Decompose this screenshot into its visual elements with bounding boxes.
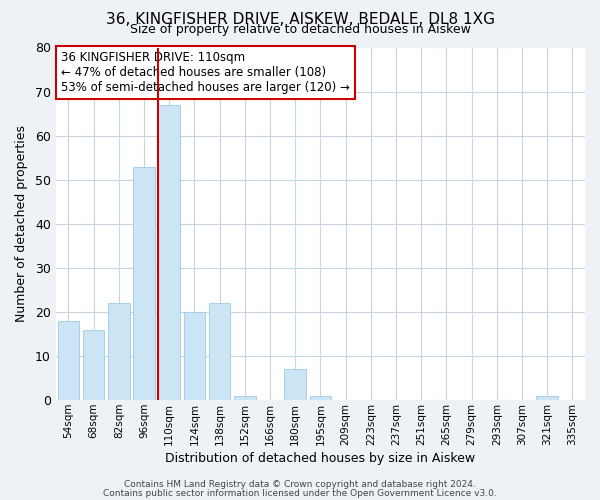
- Bar: [284, 370, 306, 400]
- Text: 36 KINGFISHER DRIVE: 110sqm
← 47% of detached houses are smaller (108)
53% of se: 36 KINGFISHER DRIVE: 110sqm ← 47% of det…: [61, 51, 350, 94]
- Bar: [158, 105, 180, 400]
- Text: Contains public sector information licensed under the Open Government Licence v3: Contains public sector information licen…: [103, 488, 497, 498]
- Bar: [133, 166, 155, 400]
- X-axis label: Distribution of detached houses by size in Aiskew: Distribution of detached houses by size …: [166, 452, 475, 465]
- Bar: [108, 303, 130, 400]
- Text: Size of property relative to detached houses in Aiskew: Size of property relative to detached ho…: [130, 22, 470, 36]
- Bar: [234, 396, 256, 400]
- Text: 36, KINGFISHER DRIVE, AISKEW, BEDALE, DL8 1XG: 36, KINGFISHER DRIVE, AISKEW, BEDALE, DL…: [106, 12, 494, 28]
- Y-axis label: Number of detached properties: Number of detached properties: [15, 126, 28, 322]
- Bar: [83, 330, 104, 400]
- Bar: [58, 321, 79, 400]
- Bar: [310, 396, 331, 400]
- Bar: [536, 396, 558, 400]
- Text: Contains HM Land Registry data © Crown copyright and database right 2024.: Contains HM Land Registry data © Crown c…: [124, 480, 476, 489]
- Bar: [209, 303, 230, 400]
- Bar: [184, 312, 205, 400]
